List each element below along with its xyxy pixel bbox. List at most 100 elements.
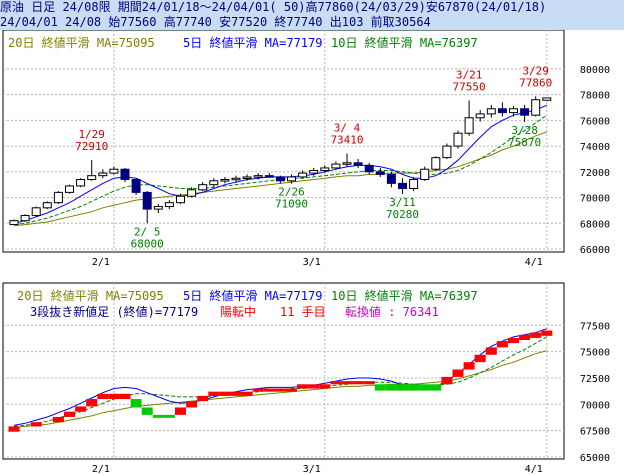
candle-body xyxy=(442,145,452,159)
break-brick xyxy=(230,391,242,396)
candle-x-tick-label: 4/1 xyxy=(525,257,543,268)
break-brick xyxy=(175,407,186,415)
candle-body xyxy=(98,172,108,177)
annotation-date: 2/26 xyxy=(278,186,305,199)
candle-y-tick-label: 74000 xyxy=(580,142,610,153)
candle-body xyxy=(320,167,330,172)
annotation-value: 68000 xyxy=(131,237,164,250)
candle-body xyxy=(497,108,507,114)
candle-body xyxy=(309,170,319,174)
candle-body xyxy=(275,176,285,182)
annotation-date: 1/29 xyxy=(78,128,105,141)
break-brick xyxy=(30,422,42,427)
candle-body xyxy=(475,113,485,119)
candle-body xyxy=(353,162,363,166)
candle-body xyxy=(9,220,19,226)
break-brick xyxy=(286,388,297,392)
header-line-1: 原油 日足 24/08限 期間24/01/18～24/04/01( 50)高77… xyxy=(0,0,624,15)
candle-body xyxy=(342,162,352,165)
break-info-count: 11 手目 xyxy=(280,305,326,319)
break-brick xyxy=(86,399,98,407)
candle-panel-frame xyxy=(2,30,565,253)
break-brick xyxy=(263,388,275,392)
break-x-tick-label: 4/1 xyxy=(525,464,543,475)
candle-body xyxy=(364,164,374,173)
break-brick xyxy=(52,416,64,423)
annotation-date: 3/21 xyxy=(456,68,483,81)
candle-body xyxy=(209,180,219,186)
candle-body xyxy=(231,177,241,181)
annotation-date: 2/ 5 xyxy=(134,225,161,238)
break-brick xyxy=(141,407,153,415)
break-brick xyxy=(352,381,364,385)
break-brick xyxy=(363,381,375,385)
break-bricks xyxy=(8,330,553,432)
candle-body xyxy=(431,157,441,170)
candle-body xyxy=(187,189,197,197)
candle-body xyxy=(486,108,496,115)
break-brick xyxy=(297,384,309,389)
candle-y-tick-label: 68000 xyxy=(580,219,610,230)
break-brick xyxy=(308,384,320,389)
break-y-tick-label: 77500 xyxy=(580,321,610,332)
break-brick xyxy=(430,384,442,391)
break-x-ticks: 2/1 3/1 4/1 xyxy=(92,464,543,475)
candle-body xyxy=(76,179,86,187)
candle-y-tick-label: 78000 xyxy=(580,91,610,102)
break-brick xyxy=(441,376,453,385)
break-legend-ma10: 10日 終値平滑 MA=76397 xyxy=(331,288,478,303)
break-brick xyxy=(208,391,220,396)
break-legend-ma20: 20日 終値平滑 MA=75095 xyxy=(17,288,164,303)
break-brick xyxy=(341,381,353,385)
break-brick xyxy=(330,381,342,385)
break-ma20-line xyxy=(13,350,547,428)
break-brick xyxy=(197,395,209,402)
break-brick xyxy=(452,369,464,377)
candle-body xyxy=(420,168,430,181)
candle-body xyxy=(109,168,119,174)
candle-body xyxy=(375,171,385,175)
break-brick xyxy=(152,414,164,418)
break-panel: 65000 67500 70000 72500 75000 77500 2/1 3/1 4/1… xyxy=(2,282,610,475)
break-info-status: 陽転中 xyxy=(220,304,256,319)
candle-body xyxy=(42,202,52,209)
break-brick xyxy=(219,391,231,396)
break-brick xyxy=(463,362,475,370)
candle-body xyxy=(287,176,296,182)
annotation-value: 73410 xyxy=(330,134,363,147)
candle-body xyxy=(31,207,41,217)
break-brick xyxy=(319,384,331,389)
candles xyxy=(9,96,552,226)
break-legend-ma5: 5日 終値平滑 MA=77179 xyxy=(183,288,322,303)
break-brick xyxy=(119,393,131,400)
break-brick xyxy=(186,401,198,408)
candle-body xyxy=(220,179,230,182)
legend-ma20: 20日 終値平滑 MA=75095 xyxy=(8,35,155,50)
break-y-tick-label: 72500 xyxy=(580,374,610,385)
break-brick xyxy=(519,334,531,341)
candle-body xyxy=(131,179,141,193)
candle-body xyxy=(386,173,396,184)
candle-body xyxy=(176,195,185,204)
header-line-2: 24/04/01 24/08 始77560 高77740 安77520 終777… xyxy=(0,15,624,30)
candle-body xyxy=(242,176,252,179)
break-y-tick-label: 67500 xyxy=(580,427,610,438)
candle-body xyxy=(87,175,97,181)
annotation-date: 3/29 xyxy=(522,64,549,77)
annotation-value: 77550 xyxy=(453,80,486,93)
candle-body xyxy=(65,185,74,193)
break-brick xyxy=(241,391,253,396)
candle-body xyxy=(264,175,274,178)
annotation-value: 71090 xyxy=(275,198,308,211)
candle-body xyxy=(142,191,152,210)
break-info-reversal: 転換値 : 76341 xyxy=(345,304,439,319)
candle-body xyxy=(464,117,474,134)
break-x-tick-label: 2/1 xyxy=(92,464,110,475)
annotation-date: 3/11 xyxy=(389,196,416,209)
break-y-tick-label: 70000 xyxy=(580,400,610,411)
annotation-value: 70280 xyxy=(386,208,419,221)
break-brick xyxy=(64,411,75,417)
break-brick xyxy=(274,388,286,392)
